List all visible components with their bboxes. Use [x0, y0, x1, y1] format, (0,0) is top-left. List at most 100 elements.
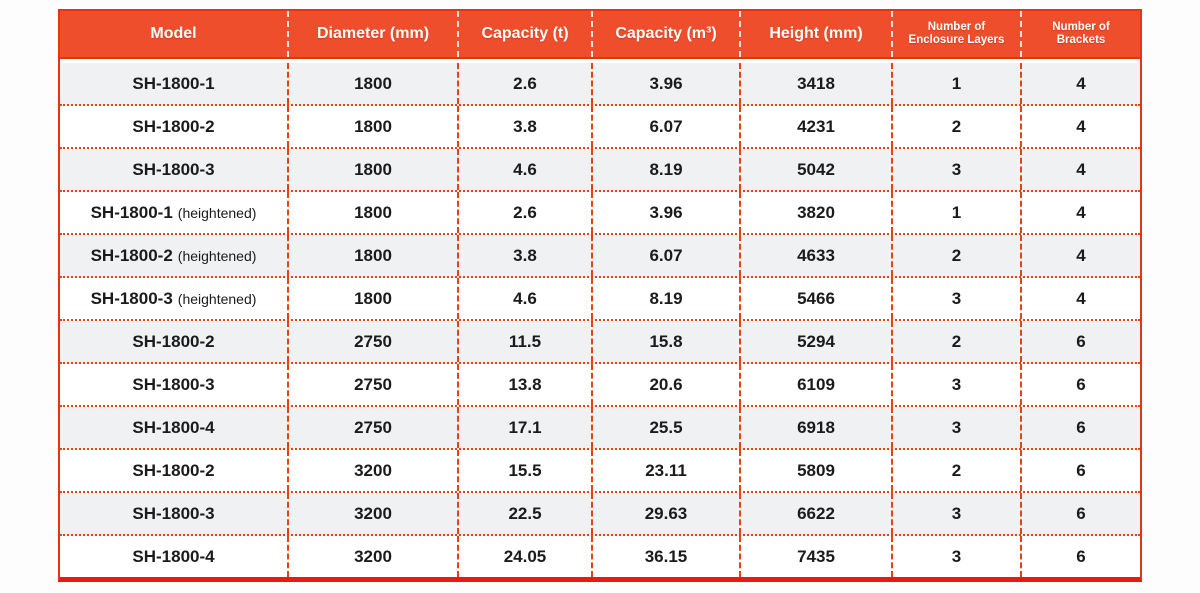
cell-diameter: 1800	[289, 278, 459, 319]
cell-height: 5466	[741, 278, 893, 319]
cell-capacity-m3: 6.07	[593, 106, 741, 147]
cell-model: SH-1800-4	[60, 407, 289, 448]
cell-capacity-t: 3.8	[459, 106, 593, 147]
model-suffix: (heightened)	[177, 204, 257, 221]
cell-brackets: 6	[1076, 417, 1086, 437]
model-name: SH-1800-1	[90, 202, 173, 222]
cell-height: 4633	[741, 235, 893, 276]
model-name: SH-1800-3	[132, 503, 215, 523]
cell-diameter: 3200	[289, 493, 459, 534]
model-name: SH-1800-1	[132, 73, 215, 93]
cell-diameter: 2750	[289, 321, 459, 362]
cell-brackets: 4	[1076, 159, 1086, 179]
table-row: SH-1800-3 1800 4.6 8.19 5042 3 4	[60, 149, 1140, 192]
cell-brackets: 4	[1076, 116, 1086, 136]
cell-diameter: 1800	[289, 106, 459, 147]
table-row: SH-1800-4 3200 24.05 36.15 7435 3 6	[60, 536, 1140, 577]
cell-layers: 3	[893, 407, 1022, 448]
cell-capacity-t: 4.6	[459, 278, 593, 319]
cell-height: 6622	[741, 493, 893, 534]
cell-capacity-m3: 8.19	[593, 149, 741, 190]
model-name: SH-1800-3	[132, 374, 215, 394]
cell-capacity-m3: 8.19	[593, 278, 741, 319]
cell-diameter: 2750	[289, 364, 459, 405]
cell-capacity-m3: 20.6	[593, 364, 741, 405]
cell-layers: 2	[893, 106, 1022, 147]
cell-height: 5294	[741, 321, 893, 362]
cell-capacity-t: 13.8	[459, 364, 593, 405]
cell-capacity-t: 22.5	[459, 493, 593, 534]
table-row: SH-1800-4 2750 17.1 25.5 6918 3 6	[60, 407, 1140, 450]
model-name: SH-1800-4	[132, 417, 215, 437]
cell-diameter: 1800	[289, 63, 459, 104]
cell-capacity-m3: 6.07	[593, 235, 741, 276]
cell-capacity-t: 2.6	[459, 192, 593, 233]
cell-model: SH-1800-4	[60, 536, 289, 577]
cell-height: 3820	[741, 192, 893, 233]
cell-brackets: 4	[1076, 73, 1086, 93]
cell-brackets: 4	[1076, 245, 1086, 265]
model-name: SH-1800-2	[132, 460, 215, 480]
column-header-capacity-m3: Capacity (m³)	[593, 11, 741, 57]
table-row: SH-1800-2 1800 3.8 6.07 4231 2 4	[60, 106, 1140, 149]
table-row: SH-1800-3 2750 13.8 20.6 6109 3 6	[60, 364, 1140, 407]
cell-model: SH-1800-2	[60, 321, 289, 362]
model-suffix: (heightened)	[177, 247, 257, 264]
cell-diameter: 1800	[289, 235, 459, 276]
cell-brackets: 6	[1076, 460, 1086, 480]
cell-height: 4231	[741, 106, 893, 147]
cell-capacity-t: 2.6	[459, 63, 593, 104]
table-body: SH-1800-1 1800 2.6 3.96 3418 1 4 SH-1800-2 1800 3…	[60, 63, 1140, 577]
table-row: SH-1800-1 (heightened) 1800 2.6 3.96 3820 1 4	[60, 192, 1140, 235]
cell-layers: 2	[893, 450, 1022, 491]
cell-height: 3418	[741, 63, 893, 104]
table-row: SH-1800-3 (heightened) 1800 4.6 8.19 5466 3 4	[60, 278, 1140, 321]
model-suffix: (heightened)	[177, 290, 257, 307]
cell-model: SH-1800-3	[60, 364, 289, 405]
column-header-diameter: Diameter (mm)	[289, 11, 459, 57]
model-name: SH-1800-2	[132, 331, 215, 351]
cell-diameter: 1800	[289, 149, 459, 190]
cell-model: SH-1800-3	[60, 493, 289, 534]
column-header-height: Height (mm)	[741, 11, 893, 57]
cell-model: SH-1800-2 (heightened)	[60, 235, 289, 276]
cell-model: SH-1800-2	[60, 450, 289, 491]
cell-layers: 3	[893, 278, 1022, 319]
cell-capacity-m3: 29.63	[593, 493, 741, 534]
cell-layers: 1	[893, 63, 1022, 104]
cell-capacity-t: 3.8	[459, 235, 593, 276]
model-name: SH-1800-2	[132, 116, 215, 136]
column-header-layers: Number of Enclosure Layers	[893, 11, 1022, 57]
cell-brackets: 4	[1076, 202, 1086, 222]
table-row: SH-1800-2 (heightened) 1800 3.8 6.07 4633 2 4	[60, 235, 1140, 278]
cell-height: 7435	[741, 536, 893, 577]
cell-capacity-m3: 36.15	[593, 536, 741, 577]
cell-capacity-t: 11.5	[459, 321, 593, 362]
product-spec-table: Model Diameter (mm) Capacity (t) Capacity (…	[58, 9, 1142, 582]
table-row: SH-1800-1 1800 2.6 3.96 3418 1 4	[60, 63, 1140, 106]
cell-model: SH-1800-3 (heightened)	[60, 278, 289, 319]
column-header-brackets: Number of Brackets	[1052, 20, 1110, 46]
cell-layers: 1	[893, 192, 1022, 233]
cell-capacity-t: 17.1	[459, 407, 593, 448]
cell-height: 6109	[741, 364, 893, 405]
table-header-row: Model Diameter (mm) Capacity (t) Capacity (…	[60, 11, 1140, 59]
column-header-capacity-t: Capacity (t)	[459, 11, 593, 57]
cell-model: SH-1800-3	[60, 149, 289, 190]
cell-capacity-t: 15.5	[459, 450, 593, 491]
model-name: SH-1800-4	[132, 546, 215, 566]
table-row: SH-1800-2 2750 11.5 15.8 5294 2 6	[60, 321, 1140, 364]
cell-layers: 2	[893, 235, 1022, 276]
cell-brackets: 6	[1076, 546, 1086, 566]
cell-diameter: 3200	[289, 536, 459, 577]
cell-capacity-m3: 3.96	[593, 192, 741, 233]
model-name: SH-1800-3	[90, 288, 173, 308]
table-row: SH-1800-3 3200 22.5 29.63 6622 3 6	[60, 493, 1140, 536]
cell-brackets: 6	[1076, 331, 1086, 351]
model-name: SH-1800-3	[132, 159, 215, 179]
cell-layers: 3	[893, 149, 1022, 190]
cell-diameter: 1800	[289, 192, 459, 233]
cell-height: 5809	[741, 450, 893, 491]
cell-height: 6918	[741, 407, 893, 448]
